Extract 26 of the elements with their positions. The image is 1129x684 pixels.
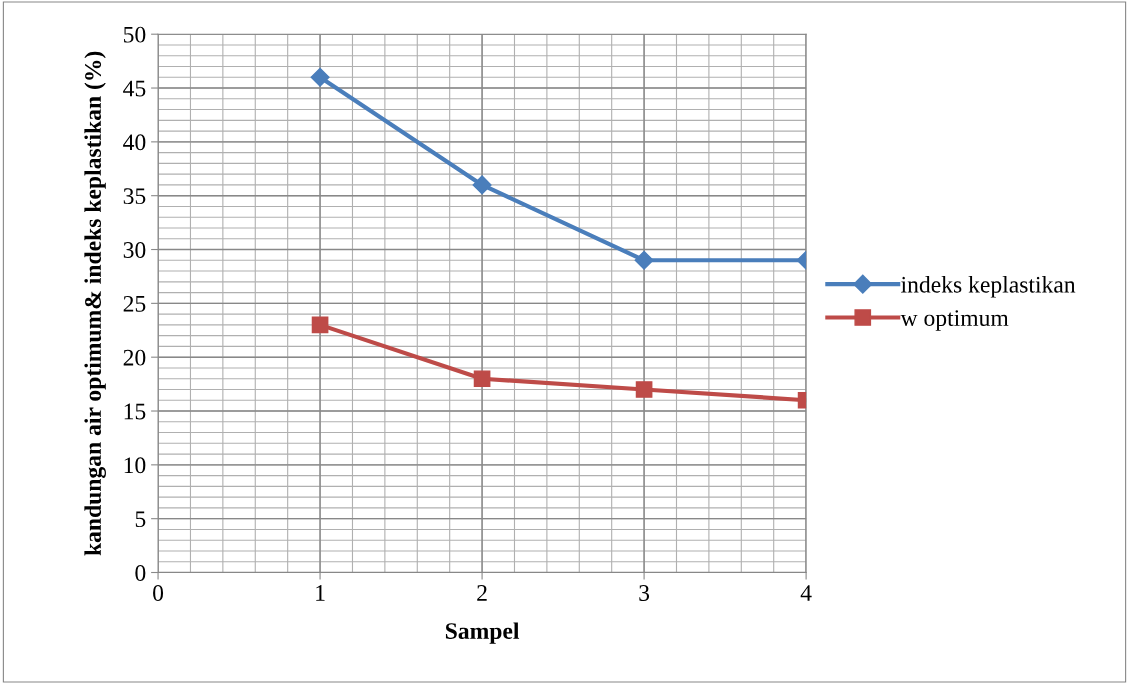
y-tick-label: 45 xyxy=(123,80,146,97)
y-axis-title: kandungan air optimum& indeks keplastikan (%) xyxy=(84,51,106,556)
x-tick-label: 3 xyxy=(639,585,650,601)
y-tick-label: 20 xyxy=(123,349,146,366)
x-axis-title: Sampel xyxy=(445,622,520,644)
y-tick-label: 25 xyxy=(123,295,146,312)
x-tick-label: 4 xyxy=(800,585,812,601)
y-tick-label: 5 xyxy=(135,511,146,528)
point xyxy=(311,316,329,334)
y-tick-label: 10 xyxy=(124,457,146,474)
legend-label: indeks keplastikan xyxy=(901,276,1076,298)
y-tick-label: 30 xyxy=(123,242,146,258)
y-tick-label: 40 xyxy=(123,134,146,151)
point xyxy=(310,67,330,87)
legend-label: w optimum xyxy=(900,310,1009,331)
x-tick-label: 1 xyxy=(316,585,325,601)
y-tick-label: 0 xyxy=(135,565,146,581)
y-tick-label: 35 xyxy=(123,188,146,205)
x-tick-label: 2 xyxy=(477,585,487,601)
point xyxy=(634,250,654,270)
point xyxy=(472,175,492,195)
y-tick-label: 50 xyxy=(124,26,146,43)
x-tick-label: 0 xyxy=(153,585,164,601)
point xyxy=(473,370,491,388)
y-tick-label: 15 xyxy=(124,403,146,420)
point xyxy=(635,381,653,398)
